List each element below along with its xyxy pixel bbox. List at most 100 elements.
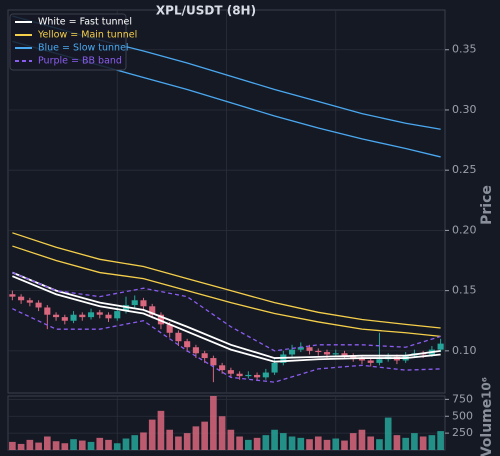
volume-bar <box>349 433 357 450</box>
candle-body <box>315 350 322 353</box>
band-line <box>12 271 441 352</box>
volume-bar <box>9 441 16 450</box>
y-tick-label: 0.35 <box>452 43 477 56</box>
y-tick-label: 0.25 <box>452 163 477 176</box>
candle-body <box>358 358 366 361</box>
candle-body <box>227 370 234 374</box>
volume-bar <box>105 439 112 450</box>
band-line <box>12 308 441 383</box>
candle-body <box>376 359 383 363</box>
volume-bar <box>122 438 130 450</box>
volume-bar <box>17 443 25 450</box>
volume-bar <box>253 437 261 450</box>
volume-bar <box>157 410 165 450</box>
volume-bar <box>61 443 69 450</box>
candle-body <box>332 353 339 355</box>
volume-bar <box>419 436 427 450</box>
candle-body <box>157 314 165 325</box>
volume-bar <box>113 443 121 450</box>
volume-bar <box>306 439 313 450</box>
candle-body <box>297 347 304 350</box>
candle-body <box>341 353 348 356</box>
volume-bar <box>402 437 409 450</box>
candle-body <box>149 306 156 315</box>
candle-body <box>114 311 121 319</box>
candle-body <box>437 343 444 350</box>
volume-bar <box>96 437 104 450</box>
chart-title: XPL/USDT (8H) <box>156 4 256 18</box>
y-tick-label: 0.10 <box>452 344 477 357</box>
y-tick-label: 0.20 <box>452 223 477 236</box>
volume-bar <box>245 439 252 450</box>
volume-bar <box>323 439 331 450</box>
volume-bar <box>393 435 401 450</box>
volume-bar <box>314 436 322 450</box>
volume-bar <box>210 396 217 450</box>
candle-body <box>87 312 95 318</box>
volume-bar <box>201 421 208 450</box>
candle-body <box>323 352 331 355</box>
legend-label: Yellow = Main tunnel <box>37 30 137 41</box>
band-line <box>12 271 441 359</box>
volume-axis-label: Volume <box>479 399 495 456</box>
candle-body <box>35 302 42 308</box>
candle-body <box>201 353 208 359</box>
volume-bar <box>192 426 200 450</box>
candle-body <box>288 349 296 355</box>
candle-body <box>350 355 357 359</box>
volume-bar <box>332 438 340 450</box>
volume-bar <box>78 440 86 450</box>
candle-body <box>236 373 243 377</box>
candle-body <box>262 372 269 378</box>
candle-body <box>192 347 199 354</box>
legend-box <box>9 13 127 71</box>
candle-body <box>210 358 217 366</box>
volume-bar <box>271 429 278 450</box>
volume-bar <box>437 431 444 450</box>
volume-bar <box>262 435 270 450</box>
volume-bar <box>297 437 305 450</box>
candle-body <box>105 314 112 319</box>
candle-body <box>61 317 68 321</box>
y-tick-label: 750 <box>452 392 473 405</box>
band-line <box>12 232 441 329</box>
legend-label: Purple = BB band <box>38 56 122 67</box>
volume-bar <box>70 439 77 450</box>
volume-bar <box>341 440 348 450</box>
volume-bar <box>131 435 139 450</box>
candle-body <box>219 365 226 371</box>
candle-body <box>79 314 86 318</box>
candle-body <box>44 307 51 315</box>
candle-body <box>245 374 252 377</box>
candle-body <box>26 300 33 303</box>
candle-body <box>175 332 182 342</box>
volume-bar <box>140 432 147 450</box>
candle-body <box>122 305 130 312</box>
volume-bar <box>376 439 383 450</box>
candle-body <box>70 314 77 321</box>
candle-body <box>271 362 278 373</box>
candle-body <box>9 294 16 297</box>
volume-bar <box>183 433 191 450</box>
candle-body <box>184 341 191 348</box>
legend: White = Fast tunnel Yellow = Main tunnel B… <box>9 13 137 71</box>
candle-body <box>254 374 261 378</box>
candle-body <box>140 300 147 307</box>
band-line <box>12 275 441 363</box>
volume-bar <box>384 417 392 450</box>
volume-bar <box>367 436 375 450</box>
volume-bar <box>218 416 226 450</box>
candle-body <box>18 296 25 301</box>
volume-bar <box>35 442 42 450</box>
y-tick-label: 0.30 <box>452 103 477 116</box>
volume-bar <box>288 436 296 450</box>
volume-bar <box>148 419 156 450</box>
volume-bar <box>175 436 182 450</box>
band-line <box>12 245 441 338</box>
volume-bar <box>26 439 34 450</box>
volume-bar <box>236 436 243 450</box>
volume-bar <box>44 436 51 450</box>
volume-bar <box>227 429 235 450</box>
candle-body <box>131 300 138 306</box>
